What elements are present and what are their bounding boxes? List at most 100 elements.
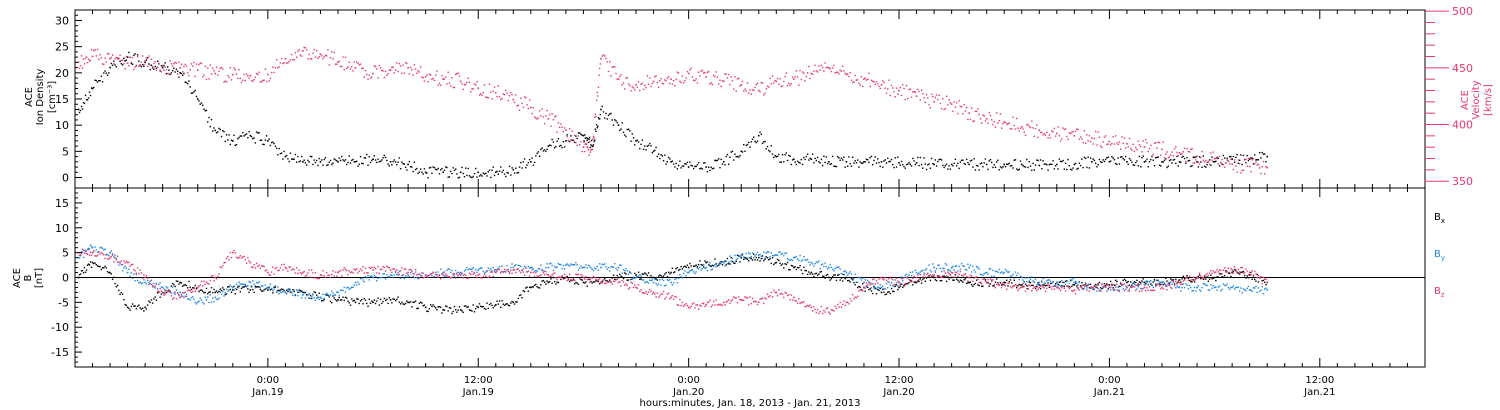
bz-series-dot [441,273,443,275]
density-series-dot [83,102,86,105]
density-series-dot [399,167,402,170]
density-series-dot [661,155,664,157]
bz-series-dot [156,290,159,292]
bz-series-dot [317,277,319,280]
by-series-dot [826,268,829,270]
density-series-point [810,158,813,161]
velocity-series-dot [188,74,190,77]
by-series-dot [515,264,517,266]
velocity-series-dot [113,62,115,65]
bx-series-dot [1186,274,1188,277]
bz-series-dot [1057,287,1059,289]
density-series-dot [332,162,334,164]
bz-series-dot [824,311,826,313]
velocity-series-dot [829,68,831,70]
by-series-dot [1142,281,1144,284]
velocity-series-dot [317,57,319,59]
density-series-dot [356,160,358,162]
bx-series-dot [739,261,741,263]
bz-series-dot [369,267,372,270]
bx-series-point [757,256,760,259]
bz-series-dot [1041,285,1043,287]
density-series-dot [528,158,531,161]
bz-series-dot [303,270,305,273]
density-series-dot [1215,160,1217,163]
by-series-dot [681,277,684,279]
velocity-series-dot [821,66,824,69]
density-series-point [494,171,497,174]
velocity-series-point [302,50,304,52]
velocity-series-dot [587,149,590,151]
bx-series-dot [1043,284,1045,286]
by-series-dot [934,270,937,272]
bz-series-dot [81,248,84,250]
velocity-series-dot [168,73,170,75]
bz-series-dot [873,278,875,280]
plasma-right-tick-label: 400 [1452,119,1473,132]
bz-series-dot [760,297,762,300]
density-series-dot [105,72,108,74]
density-series-dot [139,64,141,66]
density-series-dot [275,147,278,149]
by-series-dot [553,265,556,268]
density-series-dot [205,109,208,112]
density-series-dot [725,155,727,158]
bz-series-dot [714,304,716,306]
density-series-dot [238,136,240,139]
bx-series-dot [392,298,394,300]
by-series-dot [620,264,622,266]
by-series-dot [1163,282,1166,284]
density-series-dot [536,152,538,155]
velocity-series-point [845,73,848,76]
density-series-dot [551,138,553,141]
density-series-dot [849,162,851,165]
bz-series-dot [657,296,660,299]
density-series-dot [171,69,174,72]
velocity-series-dot [444,76,447,78]
density-series-dot [437,167,439,170]
velocity-series-dot [712,74,715,76]
density-series-dot [1066,168,1068,171]
density-series-dot [181,74,184,77]
density-series-point [1056,163,1058,166]
by-series-dot [1252,287,1255,289]
density-series-dot [265,135,268,137]
by-series-dot [601,263,603,265]
density-series-dot [1146,158,1148,160]
velocity-series-dot [1180,153,1182,155]
bx-series-dot [903,285,905,287]
density-series-dot [1260,157,1262,159]
density-series-dot [1191,165,1193,167]
by-series-dot [175,289,178,291]
bx-series-dot [1187,277,1190,280]
density-series-dot [1103,160,1106,163]
velocity-series-dot [883,81,885,84]
bx-series-dot [864,290,866,292]
density-series-dot [82,101,85,104]
by-series-point [337,291,339,294]
bz-series-dot [854,296,856,298]
velocity-series-dot [1200,156,1202,159]
bx-series-dot [491,304,493,307]
bx-series-dot [204,291,206,294]
bz-series-dot [691,303,694,305]
velocity-series-dot [595,115,597,118]
bz-series-dot [1027,285,1029,287]
by-series-dot [517,264,520,267]
velocity-series-dot [823,70,825,72]
density-series-dot [387,163,389,165]
velocity-series-point [950,103,953,105]
by-series-dot [791,259,794,262]
velocity-series-dot [1253,163,1256,165]
bx-series-dot [909,279,911,282]
bz-series-dot [815,311,818,314]
density-series-dot [660,154,662,156]
bz-series-dot [1241,266,1243,269]
bx-series-dot [1255,280,1257,282]
bz-series-dot [1162,288,1164,290]
bx-series-point [126,306,129,309]
density-series-dot [237,138,239,140]
by-series-dot [164,290,166,292]
density-series-dot [803,156,805,159]
density-series-dot [1232,155,1235,158]
